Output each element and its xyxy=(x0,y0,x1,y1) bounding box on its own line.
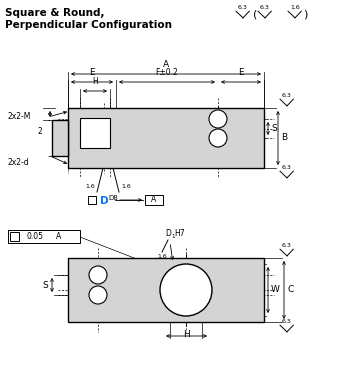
Text: F±0.2: F±0.2 xyxy=(156,68,178,77)
Text: 1.6: 1.6 xyxy=(85,183,95,189)
Text: 2: 2 xyxy=(37,127,42,136)
Text: E: E xyxy=(89,68,95,77)
Text: 1.6: 1.6 xyxy=(290,5,300,10)
Text: 6.3: 6.3 xyxy=(282,165,292,170)
Circle shape xyxy=(89,286,107,304)
Text: 1.6: 1.6 xyxy=(121,183,131,189)
Text: 6.3: 6.3 xyxy=(260,5,270,10)
Text: D8: D8 xyxy=(108,195,118,201)
Circle shape xyxy=(160,264,212,316)
Text: D: D xyxy=(100,196,108,206)
Text: S: S xyxy=(271,124,277,133)
Text: D: D xyxy=(165,229,171,238)
Bar xyxy=(145,195,163,205)
Bar xyxy=(8,230,80,243)
Text: A: A xyxy=(163,60,169,69)
Circle shape xyxy=(89,266,107,284)
Text: W: W xyxy=(271,285,280,294)
Text: B: B xyxy=(281,133,287,143)
Bar xyxy=(88,196,96,204)
Text: H: H xyxy=(183,330,190,339)
Text: A: A xyxy=(152,195,157,204)
Text: 6.3: 6.3 xyxy=(282,93,292,98)
Text: 1: 1 xyxy=(171,234,175,239)
Bar xyxy=(52,120,68,156)
Text: 2x2-d: 2x2-d xyxy=(8,158,29,167)
Text: 0.05: 0.05 xyxy=(26,232,43,241)
Text: ): ) xyxy=(303,10,307,20)
Circle shape xyxy=(209,129,227,147)
Text: A: A xyxy=(56,232,62,241)
Text: 6.3: 6.3 xyxy=(282,243,292,248)
Text: 6.3: 6.3 xyxy=(238,5,248,10)
Text: E: E xyxy=(238,68,244,77)
Bar xyxy=(80,118,110,148)
Text: H7: H7 xyxy=(174,229,185,238)
Text: C: C xyxy=(287,285,293,294)
Bar xyxy=(68,258,264,322)
Bar xyxy=(10,232,19,241)
Text: S: S xyxy=(42,280,48,290)
Text: Square & Round,: Square & Round, xyxy=(5,8,104,18)
Text: 6.3: 6.3 xyxy=(282,319,292,324)
Text: H: H xyxy=(92,77,98,86)
Bar xyxy=(68,108,264,168)
Text: 1.6: 1.6 xyxy=(157,254,167,259)
Text: Perpendicular Configuration: Perpendicular Configuration xyxy=(5,20,172,30)
Text: (: ( xyxy=(253,10,257,20)
Text: 2x2-M: 2x2-M xyxy=(8,112,32,121)
Circle shape xyxy=(209,110,227,128)
